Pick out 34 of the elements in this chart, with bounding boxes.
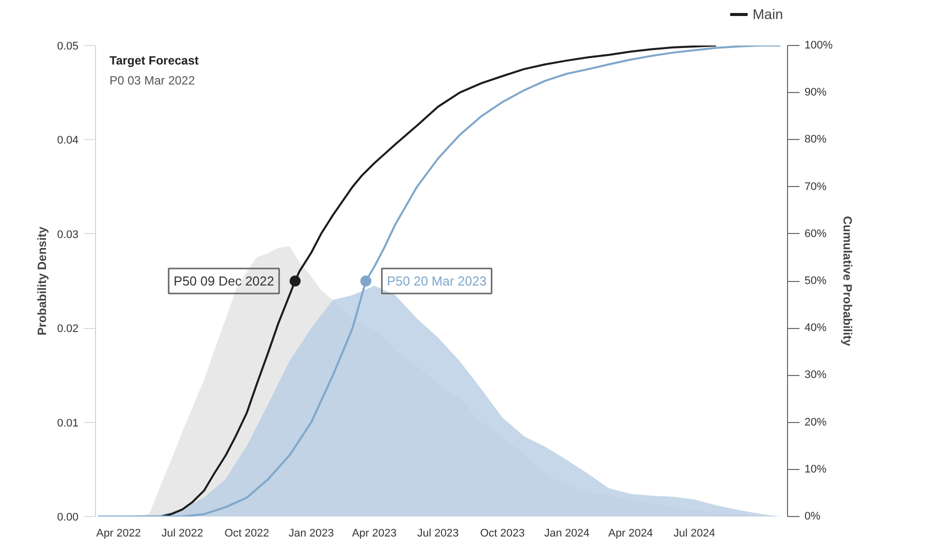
y2-tick-label: 10%: [804, 463, 827, 476]
y2-tick-label: 40%: [804, 322, 827, 334]
y-tick-label: 0.03: [57, 228, 79, 241]
annotation: P50 20 Mar 2023: [386, 274, 487, 288]
x-tick-label: Jul 2023: [417, 528, 459, 540]
x-tick-label: Oct 2022: [224, 528, 270, 540]
x-tick-label: Apr 2024: [608, 528, 653, 540]
x-tick-label: Jul 2024: [674, 528, 716, 540]
annotation: P0 03 Mar 2022: [110, 74, 196, 88]
y2-tick-label: 0%: [804, 510, 821, 522]
x-tick-label: Jul 2022: [162, 528, 204, 540]
y2-tick-label: 90%: [804, 86, 827, 99]
y-tick-label: 0.00: [57, 512, 79, 524]
x-tick-label: Apr 2023: [352, 528, 397, 540]
x-tick-label: Jan 2023: [288, 528, 334, 540]
y2-tick-label: 50%: [804, 275, 827, 287]
y2-axis-title: Cumulative Probability: [840, 216, 855, 346]
y2-tick-label: 80%: [804, 134, 827, 146]
legend-label: Main: [752, 6, 783, 22]
y-tick-label: 0.01: [57, 417, 79, 430]
y-tick-label: 0.05: [57, 40, 79, 52]
x-tick-label: Jan 2024: [544, 528, 590, 540]
y-axis-title: Probability Density: [35, 226, 50, 336]
y-tick-label: 0.02: [57, 323, 79, 336]
y2-tick-label: 70%: [804, 180, 827, 193]
y2-tick-label: 20%: [804, 416, 827, 428]
y2-tick-label: 60%: [804, 228, 827, 240]
x-tick-label: Oct 2023: [480, 528, 525, 540]
y2-tick-label: 100%: [804, 40, 833, 52]
y2-tick-label: 30%: [804, 369, 827, 382]
y-tick-label: 0.04: [57, 134, 79, 147]
annotation: P50 09 Dec 2022: [174, 274, 274, 288]
x-tick-label: Apr 2022: [96, 528, 141, 540]
annotation: Target Forecast: [110, 54, 199, 68]
